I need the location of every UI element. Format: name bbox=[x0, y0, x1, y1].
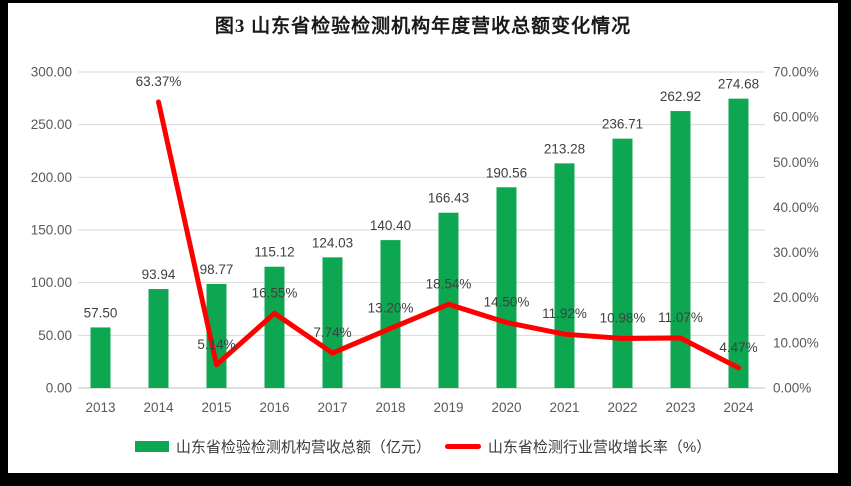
line-value-label: 7.74% bbox=[313, 325, 351, 340]
bar-2019 bbox=[438, 212, 459, 388]
bar-value-label: 124.03 bbox=[312, 235, 353, 250]
right-axis-tick-label: 40.00% bbox=[773, 200, 819, 215]
x-axis-category-label: 2022 bbox=[607, 400, 637, 415]
bar-2014 bbox=[148, 289, 169, 388]
bar-2021 bbox=[554, 163, 575, 388]
bar-value-label: 98.77 bbox=[200, 262, 234, 277]
bar-value-label: 93.94 bbox=[142, 267, 176, 282]
right-axis-tick-label: 50.00% bbox=[773, 155, 819, 170]
bar-value-label: 115.12 bbox=[254, 245, 294, 260]
legend-label-revenue: 山东省检验检测机构营收总额（亿元） bbox=[175, 438, 431, 456]
x-axis-category-label: 2013 bbox=[85, 400, 115, 415]
legend-item-revenue: 山东省检验检测机构营收总额（亿元） bbox=[134, 436, 431, 457]
line-value-label: 4.47% bbox=[719, 340, 757, 355]
left-axis-tick-label: 100.00 bbox=[31, 275, 72, 290]
right-axis-tick-label: 0.00% bbox=[773, 381, 811, 396]
bar-2020 bbox=[496, 187, 517, 388]
bar-2023 bbox=[670, 111, 691, 388]
right-axis-tick-label: 20.00% bbox=[773, 290, 819, 305]
bar-value-label: 274.68 bbox=[718, 77, 759, 92]
right-axis-tick-label: 30.00% bbox=[773, 245, 819, 260]
left-axis-tick-label: 50.00 bbox=[38, 328, 72, 343]
x-axis-category-label: 2021 bbox=[549, 400, 579, 415]
bar-2016 bbox=[264, 266, 285, 388]
bar-2018 bbox=[380, 240, 401, 388]
line-value-label: 18.54% bbox=[426, 276, 472, 291]
chart-legend: 山东省检验检测机构营收总额（亿元） 山东省检测行业营收增长率（%） bbox=[8, 434, 838, 458]
bar-value-label: 57.50 bbox=[84, 305, 118, 320]
x-axis-category-label: 2018 bbox=[375, 400, 405, 415]
x-axis-category-label: 2020 bbox=[491, 400, 521, 415]
line-value-label: 5.14% bbox=[197, 337, 235, 352]
bar-2024 bbox=[728, 98, 749, 388]
line-series-swatch-icon bbox=[444, 443, 481, 449]
bar-value-label: 236.71 bbox=[602, 117, 643, 132]
x-axis-category-label: 2014 bbox=[143, 400, 174, 415]
left-axis-tick-label: 0.00 bbox=[46, 381, 72, 396]
legend-label-growth: 山东省检测行业营收增长率（%） bbox=[487, 438, 712, 456]
legend-item-growth: 山东省检测行业营收增长率（%） bbox=[444, 436, 712, 457]
right-axis-tick-label: 70.00% bbox=[773, 65, 819, 80]
bar-value-label: 190.56 bbox=[486, 165, 527, 180]
growth-rate-line bbox=[156, 99, 741, 371]
left-axis-tick-label: 150.00 bbox=[31, 223, 72, 238]
x-axis-category-label: 2016 bbox=[259, 400, 289, 415]
line-value-label: 16.55% bbox=[252, 285, 298, 300]
line-value-label: 10.98% bbox=[600, 310, 646, 325]
bar-2013 bbox=[90, 327, 111, 388]
line-value-label: 13.20% bbox=[368, 300, 414, 315]
line-value-label: 63.37% bbox=[136, 74, 182, 89]
bar-2022 bbox=[612, 138, 633, 388]
bar-value-label: 140.40 bbox=[370, 218, 411, 233]
left-axis-tick-label: 300.00 bbox=[31, 65, 72, 80]
bar-series-swatch-icon bbox=[134, 440, 169, 452]
right-axis-tick-label: 10.00% bbox=[773, 335, 819, 350]
x-axis-category-label: 2024 bbox=[723, 400, 754, 415]
chart-panel: 图3 山东省检验检测机构年度营收总额变化情况 0.00 50.00 100.00 15… bbox=[8, 3, 838, 473]
left-axis-tick-label: 250.00 bbox=[31, 117, 72, 132]
chart-canvas: 0.00 50.00 100.00 150.00 200.00 250.00 300.00 0… bbox=[31, 65, 819, 416]
line-value-label: 11.92% bbox=[542, 306, 587, 321]
bar-2017 bbox=[322, 257, 343, 388]
line-value-label: 14.50% bbox=[484, 295, 530, 310]
x-axis-category-label: 2017 bbox=[317, 400, 347, 415]
bar-value-label: 262.92 bbox=[660, 89, 701, 104]
bar-value-label: 213.28 bbox=[544, 141, 585, 156]
x-axis-category-label: 2015 bbox=[201, 400, 231, 415]
line-value-label: 11.07% bbox=[658, 310, 703, 325]
chart-title: 图3 山东省检验检测机构年度营收总额变化情况 bbox=[214, 16, 632, 37]
bar-value-label: 166.43 bbox=[428, 191, 469, 206]
left-axis-tick-label: 200.00 bbox=[31, 170, 72, 185]
right-axis-tick-label: 60.00% bbox=[773, 110, 819, 125]
x-axis-category-label: 2023 bbox=[665, 400, 695, 415]
x-axis-category-label: 2019 bbox=[433, 400, 463, 415]
